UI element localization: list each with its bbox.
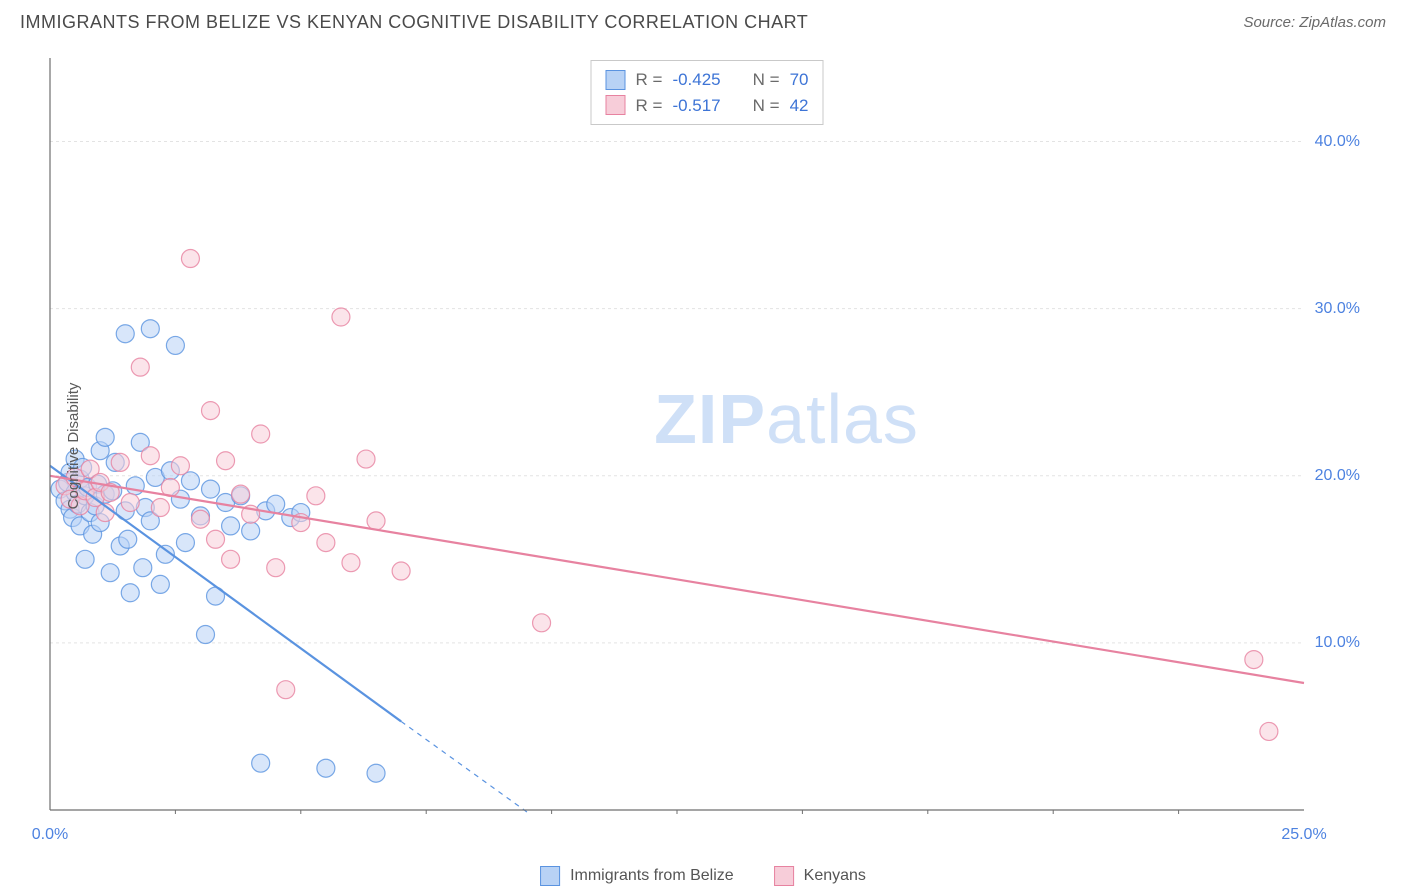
y-axis-label: Cognitive Disability [65, 383, 82, 510]
chart-header: IMMIGRANTS FROM BELIZE VS KENYAN COGNITI… [0, 0, 1406, 41]
stat-row: R = -0.517 N = 42 [606, 93, 809, 119]
stat-n-label: N = [753, 67, 780, 93]
y-tick-label: 40.0% [1315, 133, 1360, 151]
stats-box: R = -0.425 N = 70 R = -0.517 N = 42 [591, 60, 824, 125]
legend-swatch [774, 866, 794, 886]
stat-r-label: R = [636, 93, 663, 119]
series-swatch [606, 95, 626, 115]
y-tick-label: 10.0% [1315, 634, 1360, 652]
x-tick-label: 0.0% [32, 826, 68, 844]
stat-n-label: N = [753, 93, 780, 119]
stat-r-value: -0.425 [672, 67, 720, 93]
series-swatch [606, 70, 626, 90]
stat-row: R = -0.425 N = 70 [606, 67, 809, 93]
y-tick-label: 30.0% [1315, 300, 1360, 318]
chart-source: Source: ZipAtlas.com [1243, 14, 1386, 31]
legend-item: Kenyans [774, 866, 866, 886]
legend-swatch [540, 866, 560, 886]
stat-r-value: -0.517 [672, 93, 720, 119]
legend-label: Immigrants from Belize [570, 867, 734, 885]
legend-label: Kenyans [804, 867, 866, 885]
stat-n-value: 42 [790, 93, 809, 119]
chart-title: IMMIGRANTS FROM BELIZE VS KENYAN COGNITI… [20, 12, 808, 33]
scatter-svg [44, 54, 1370, 814]
stat-n-value: 70 [790, 67, 809, 93]
y-tick-label: 20.0% [1315, 467, 1360, 485]
x-tick-label: 25.0% [1281, 826, 1326, 844]
bottom-legend: Immigrants from Belize Kenyans [540, 866, 866, 886]
legend-item: Immigrants from Belize [540, 866, 734, 886]
stat-r-label: R = [636, 67, 663, 93]
plot-area: ZIPatlas R =-0.425N =70R =-0.517N =42 10… [44, 54, 1370, 814]
